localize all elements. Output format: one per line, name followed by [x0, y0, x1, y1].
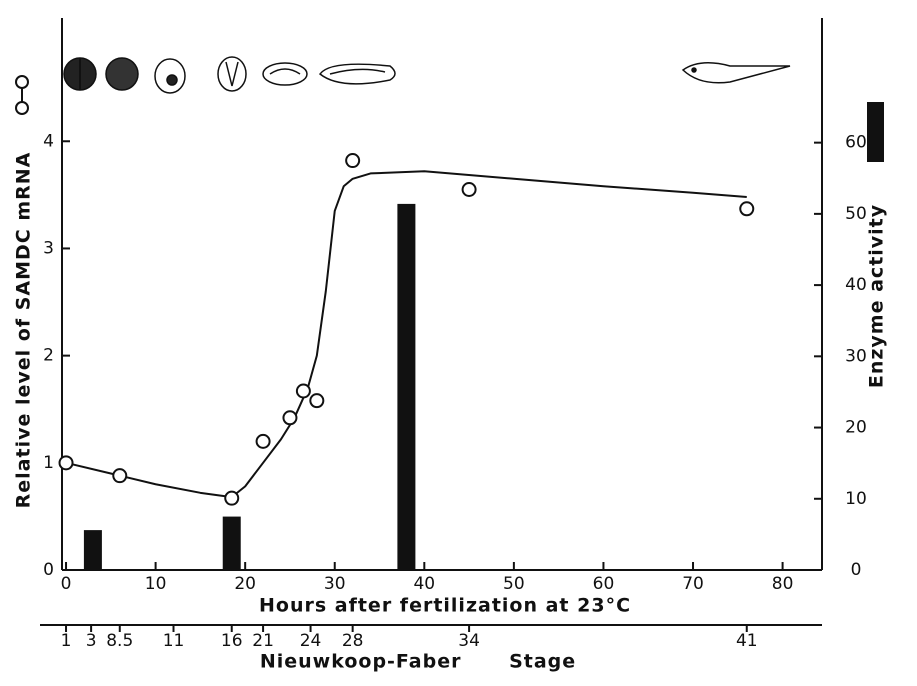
y2-tick-label: 0	[851, 560, 862, 580]
x-tick-label: 80	[772, 574, 794, 594]
x-tick-label: 0	[61, 574, 72, 594]
y2-tick-label: 20	[845, 418, 867, 438]
y-tick-label: 3	[43, 238, 54, 258]
y-tick-label: 1	[43, 453, 54, 473]
y-tick-label: 0	[43, 560, 54, 580]
point	[255, 433, 271, 449]
point	[295, 383, 311, 399]
x-axis-label: Hours after fertilization at 23°C	[259, 595, 631, 617]
y2-tick-label: 10	[845, 489, 867, 509]
x-tick-label: 50	[503, 574, 525, 594]
y2-tick-label: 60	[845, 133, 867, 153]
y2-tick-label: 50	[845, 204, 867, 224]
y-tick-label: 4	[43, 131, 54, 151]
x-tick-label: 70	[682, 574, 704, 594]
point	[112, 468, 128, 484]
y2-tick-label: 30	[845, 346, 867, 366]
x-tick-label: 60	[593, 574, 615, 594]
y2-tick-label: 40	[845, 275, 867, 295]
bar	[222, 516, 241, 570]
stage-tick-label: 11	[163, 631, 185, 651]
point	[345, 153, 361, 169]
embryo-drawings	[63, 56, 791, 94]
x-tick-label: 10	[145, 574, 167, 594]
stage-tick-label: 28	[342, 631, 364, 651]
y-tick-label: 2	[43, 346, 54, 366]
stage-axis-label: Nieuwkoop-Faber Stage	[260, 651, 576, 673]
y-axis-label: Relative level of SAMDC mRNA	[13, 152, 35, 509]
point	[282, 410, 298, 426]
stage-tick-label: 3	[86, 631, 97, 651]
y2-axis-label: Enzyme activity	[866, 204, 888, 388]
point	[58, 455, 74, 471]
stage-tick-label: 41	[736, 631, 758, 651]
fit-line	[65, 170, 747, 499]
bar	[397, 203, 416, 570]
x-tick-label: 40	[413, 574, 435, 594]
bar	[83, 530, 102, 570]
x-tick-label: 30	[324, 574, 346, 594]
stage-tick-label: 24	[300, 631, 322, 651]
stage-tick-label: 1	[61, 631, 72, 651]
stage-tick-label: 8.5	[106, 631, 133, 651]
stage-tick-label: 21	[252, 631, 274, 651]
legend	[15, 75, 884, 162]
point	[461, 181, 477, 197]
stage-tick-label: 34	[458, 631, 480, 651]
point	[309, 393, 325, 409]
x-tick-label: 20	[234, 574, 256, 594]
point	[739, 201, 755, 217]
stage-tick-label: 16	[221, 631, 243, 651]
point	[224, 490, 240, 506]
